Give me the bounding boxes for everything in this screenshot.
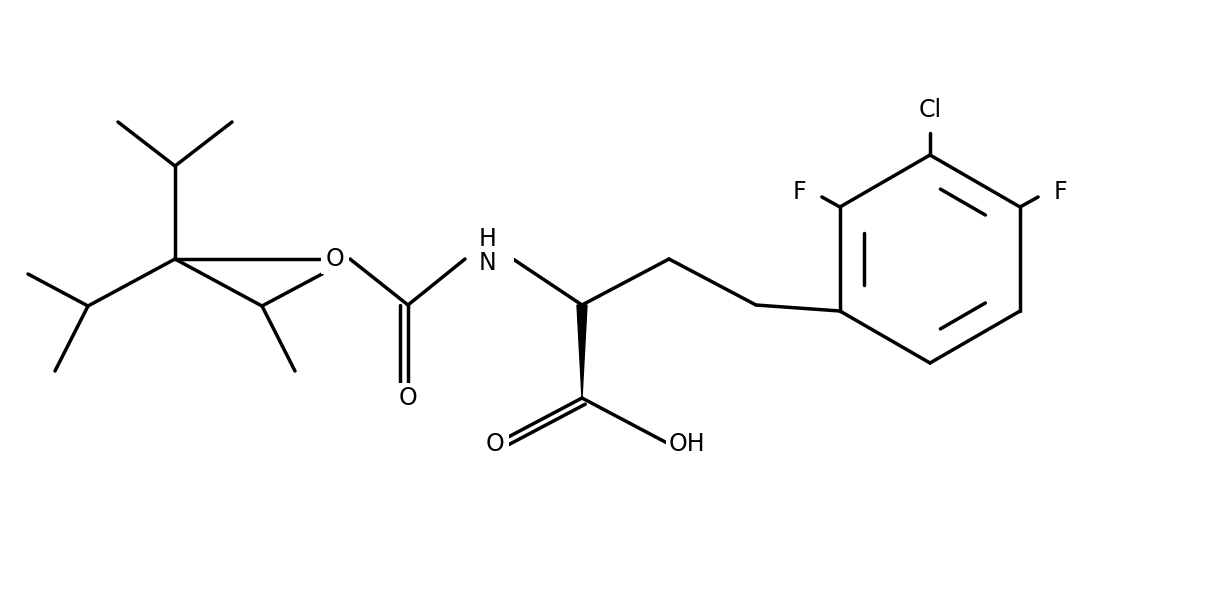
FancyBboxPatch shape bbox=[393, 383, 422, 413]
Text: F: F bbox=[1053, 180, 1067, 204]
FancyBboxPatch shape bbox=[477, 238, 514, 280]
Text: H: H bbox=[479, 227, 497, 251]
Text: Cl: Cl bbox=[919, 98, 942, 122]
Text: O: O bbox=[325, 247, 345, 271]
FancyBboxPatch shape bbox=[666, 429, 708, 459]
Text: O: O bbox=[398, 386, 418, 410]
Text: F: F bbox=[793, 180, 807, 204]
Text: N: N bbox=[479, 251, 497, 275]
Polygon shape bbox=[577, 305, 587, 398]
Text: OH: OH bbox=[668, 432, 705, 456]
FancyBboxPatch shape bbox=[321, 244, 349, 274]
Text: O: O bbox=[485, 432, 505, 456]
FancyBboxPatch shape bbox=[481, 429, 510, 459]
